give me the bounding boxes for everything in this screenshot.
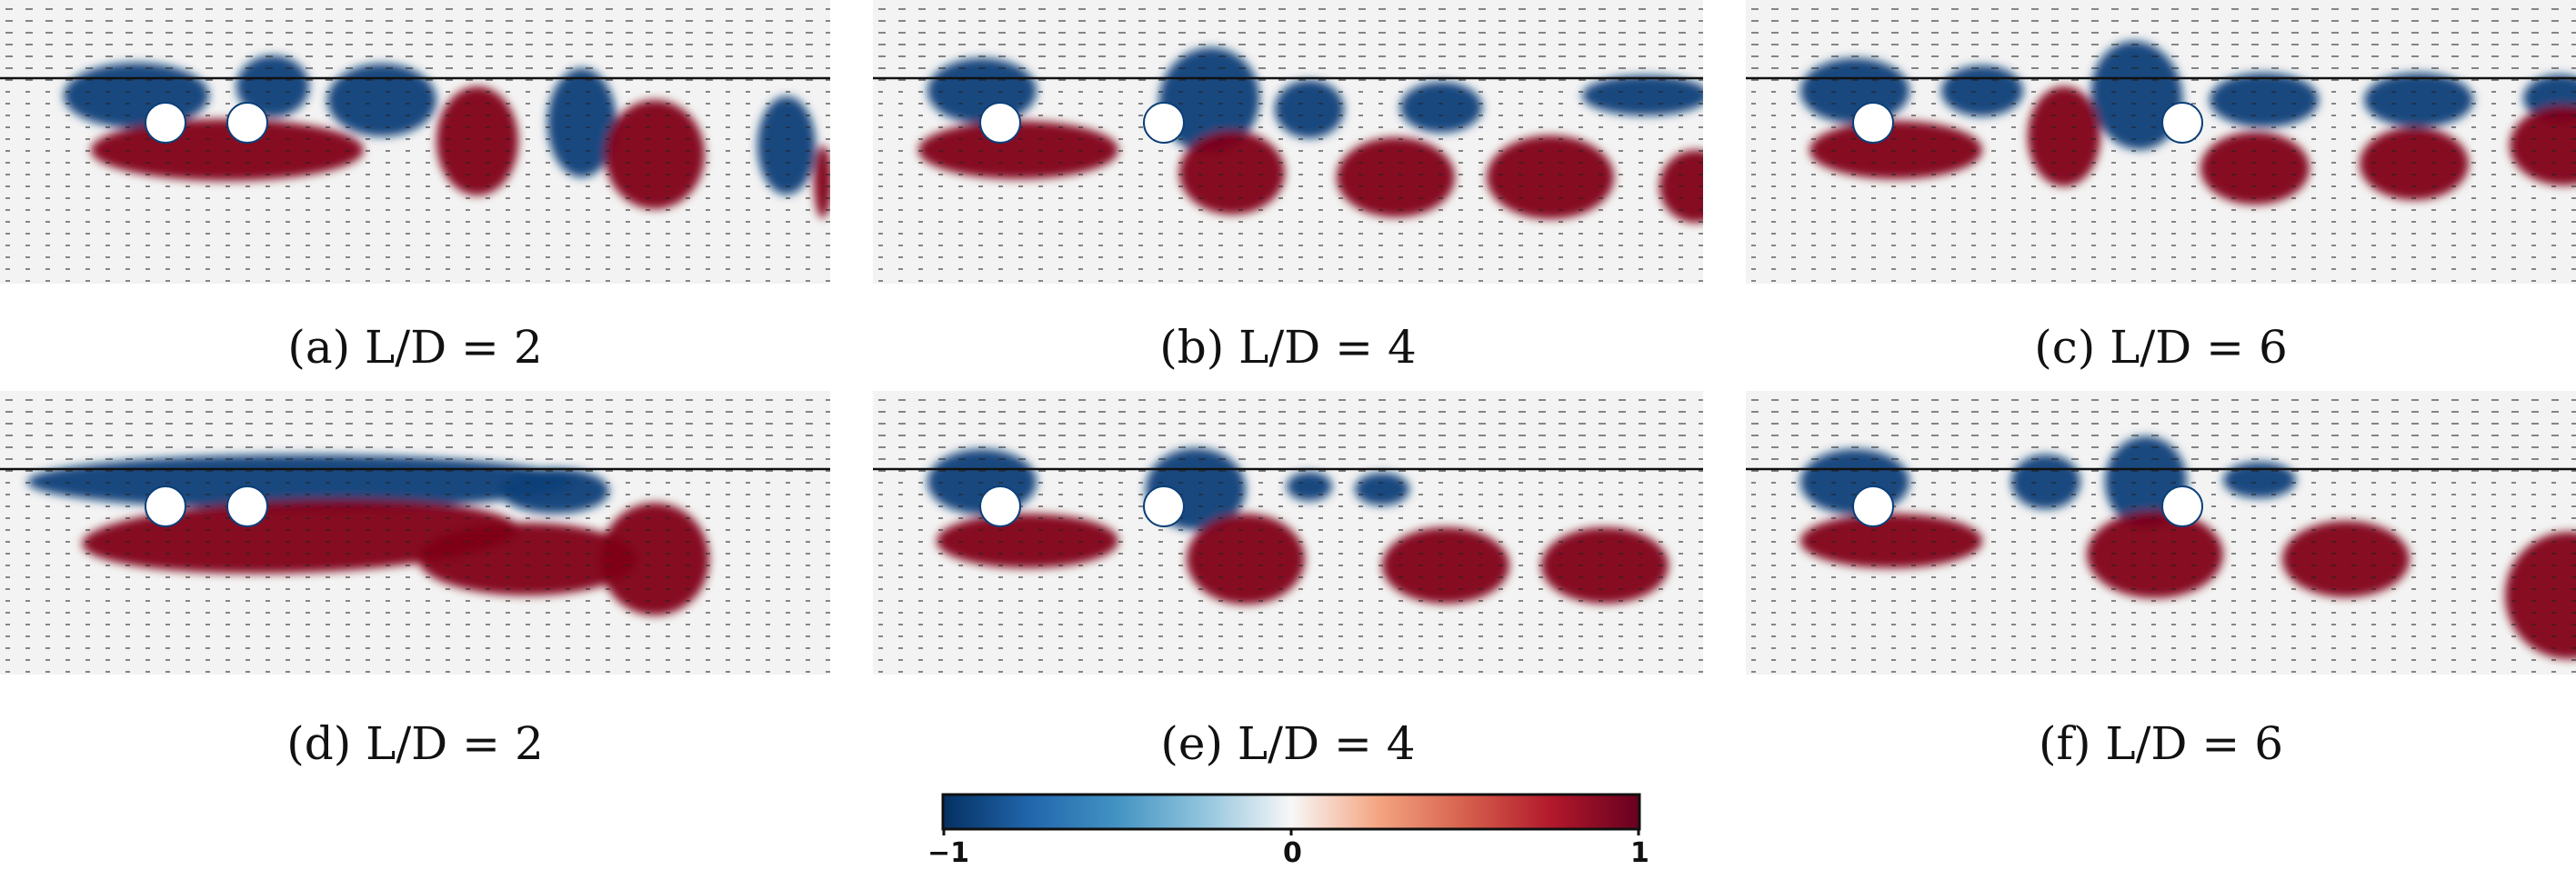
- positive-vortex: [2282, 521, 2410, 597]
- panel-e-vorticity-field: [873, 391, 1703, 675]
- negative-vortex: [2364, 73, 2473, 127]
- upstream-cylinder: [979, 485, 1021, 527]
- positive-vortex: [418, 523, 636, 595]
- colorbar-label-mid: 0: [1283, 837, 1302, 869]
- negative-vortex: [2210, 73, 2319, 127]
- caption-e: (e) L/D = 4: [1160, 717, 1416, 770]
- negative-vortex: [2223, 462, 2296, 498]
- downstream-cylinder: [226, 485, 268, 527]
- positive-vortex: [814, 145, 830, 218]
- negative-vortex: [500, 468, 609, 514]
- upstream-cylinder: [979, 102, 1021, 144]
- positive-vortex: [1800, 514, 1982, 568]
- positive-vortex: [2510, 105, 2576, 185]
- negative-vortex: [1582, 75, 1703, 115]
- positive-vortex: [918, 121, 1118, 179]
- positive-vortex: [2505, 532, 2576, 659]
- colorbar-gradient: [941, 793, 1641, 831]
- caption-d: (d) L/D = 2: [286, 717, 544, 770]
- panel-f-vorticity-field: [1746, 391, 2576, 675]
- upstream-cylinder: [145, 102, 186, 144]
- downstream-cylinder: [1143, 102, 1185, 144]
- negative-vortex: [64, 63, 209, 128]
- colorbar: [941, 793, 1641, 835]
- downstream-cylinder: [1143, 485, 1185, 527]
- positive-vortex: [1487, 135, 1614, 219]
- negative-vortex: [1287, 472, 1332, 501]
- upstream-cylinder: [1852, 485, 1894, 527]
- negative-vortex: [1941, 65, 2023, 116]
- panel-c-vorticity-field: [1746, 0, 2576, 284]
- caption-a: (a) L/D = 2: [287, 321, 543, 374]
- upstream-cylinder: [145, 485, 186, 527]
- negative-vortex: [2011, 455, 2080, 509]
- colorbar-label-max: 1: [1630, 837, 1649, 869]
- positive-vortex: [2087, 511, 2223, 598]
- downstream-cylinder: [226, 102, 268, 144]
- positive-vortex: [1382, 527, 1509, 604]
- positive-vortex: [1337, 137, 1455, 217]
- panel-d-vorticity-field: [0, 391, 830, 675]
- downstream-cylinder: [2161, 485, 2203, 527]
- positive-vortex: [605, 100, 705, 209]
- positive-vortex: [2200, 132, 2310, 205]
- caption-c: (c) L/D = 6: [2034, 321, 2288, 374]
- upstream-cylinder: [1852, 102, 1894, 144]
- negative-vortex: [757, 96, 816, 195]
- negative-vortex: [1400, 82, 1482, 133]
- negative-vortex: [327, 64, 436, 136]
- positive-vortex: [1179, 131, 1285, 215]
- positive-vortex: [1187, 514, 1305, 605]
- caption-f: (f) L/D = 6: [2038, 717, 2284, 770]
- positive-vortex: [937, 514, 1118, 568]
- colorbar-label-min: −1: [927, 837, 970, 869]
- negative-vortex: [236, 55, 309, 117]
- positive-vortex: [436, 86, 518, 195]
- positive-vortex: [2360, 127, 2469, 200]
- caption-b: (b) L/D = 4: [1159, 321, 1417, 374]
- positive-vortex: [2028, 86, 2100, 186]
- negative-vortex: [1355, 473, 1409, 505]
- panel-a-vorticity-field: [0, 0, 830, 284]
- negative-vortex: [1275, 80, 1344, 138]
- positive-vortex: [600, 503, 709, 615]
- panel-b-vorticity-field: [873, 0, 1703, 284]
- negative-vortex: [547, 68, 616, 177]
- positive-vortex: [1541, 527, 1669, 604]
- downstream-cylinder: [2161, 102, 2203, 144]
- positive-vortex: [1809, 121, 1982, 179]
